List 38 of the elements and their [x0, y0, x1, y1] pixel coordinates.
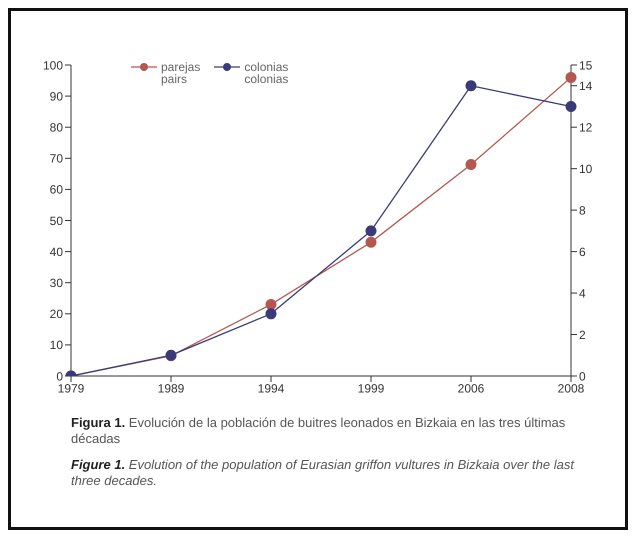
point	[266, 308, 276, 320]
point	[566, 72, 576, 83]
y-tick-label: 90	[50, 89, 64, 104]
y2-tick-label: 8	[579, 203, 586, 218]
point	[566, 100, 576, 112]
legend-label: parejas pairs	[161, 60, 200, 86]
y-tick-label: 70	[50, 152, 64, 166]
point	[366, 225, 376, 236]
y2-tick-label: 0	[579, 369, 586, 384]
point	[466, 159, 476, 170]
y-tick-label: 0	[56, 369, 64, 384]
y-tick-label: 80	[50, 120, 64, 134]
y2-tick-label: 4	[579, 286, 586, 300]
x-tick-label: 1994	[258, 382, 285, 396]
y-tick-label: 50	[50, 214, 64, 228]
x-tick-label: 2006	[458, 382, 485, 396]
y-tick-label: 20	[50, 307, 64, 322]
y2-tick-label: 12	[579, 120, 593, 134]
y2-tick-label: 2	[579, 328, 586, 342]
caption: Figure 1. Evolution of the population of Eurasian griffon vultures in Bizkaia over the last three decades.	[71, 457, 576, 489]
y-tick-label: 30	[50, 276, 64, 290]
y2-tick-label: 15	[579, 58, 593, 72]
x-tick-label: 1979	[58, 382, 85, 396]
y2-tick-label: 6	[579, 244, 586, 259]
x-tick-label: 1999	[358, 382, 385, 396]
legend-label: colonias colonias	[244, 60, 288, 86]
y2-tick-label: 10	[579, 162, 593, 176]
point	[366, 236, 376, 248]
point	[266, 298, 276, 310]
y-tick-label: 10	[50, 338, 64, 352]
x-tick-label: 1989	[158, 382, 185, 396]
text: Figura 1. Evolución de la población de buitres leonados en Bizkaia en las tres últimas décadas	[71, 415, 566, 447]
y-tick-label: 100	[42, 58, 64, 72]
y-tick-label: 40	[50, 244, 64, 259]
y2-tick-label: 14	[579, 78, 593, 93]
y-tick-label: 60	[50, 182, 64, 197]
x-tick-label: 2008	[558, 382, 585, 396]
point	[466, 80, 476, 92]
